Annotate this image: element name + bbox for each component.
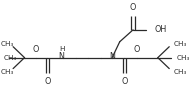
Text: CH₃: CH₃ (1, 69, 14, 75)
Text: CH₃: CH₃ (1, 41, 14, 47)
Text: CH₃: CH₃ (177, 55, 190, 61)
Text: O: O (44, 77, 50, 86)
Text: N: N (109, 52, 115, 61)
Text: O: O (134, 45, 140, 54)
Text: CH₃: CH₃ (174, 41, 187, 47)
Text: CH₃: CH₃ (174, 69, 187, 75)
Text: O: O (121, 77, 128, 86)
Text: OH: OH (154, 25, 166, 34)
Text: H: H (59, 46, 64, 52)
Text: O: O (130, 3, 136, 12)
Text: N: N (59, 52, 65, 61)
Text: O: O (33, 45, 39, 54)
Text: CH₃: CH₃ (4, 55, 17, 61)
